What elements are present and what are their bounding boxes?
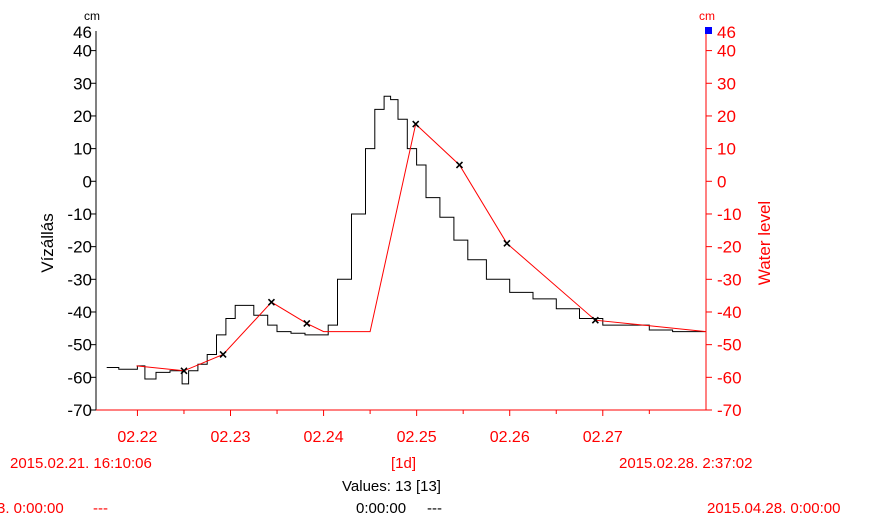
right-tick-label: 0 <box>717 172 726 191</box>
right-tick-label: -10 <box>717 205 742 224</box>
left-axis-unit: cm <box>84 9 100 23</box>
right-tick-label: 40 <box>717 42 736 61</box>
data-marker <box>267 298 276 306</box>
data-marker <box>180 367 188 375</box>
end-datetime: 2015.02.28. 2:37:02 <box>619 455 753 472</box>
data-marker <box>219 350 227 359</box>
marker-stroke <box>267 298 276 306</box>
right-tick-label: 10 <box>717 140 736 159</box>
left-tick-label: 0 <box>83 172 92 191</box>
series-indicator-square <box>705 27 712 34</box>
marker-stroke <box>455 161 464 169</box>
interval-label: [1d] <box>391 455 417 472</box>
left-tick-label: 10 <box>73 140 92 159</box>
data-marker <box>455 161 464 169</box>
x-tick-label: 02.25 <box>397 429 437 446</box>
marker-stroke <box>503 239 511 247</box>
left-tick-label: -30 <box>67 270 92 289</box>
left-tick-label: -50 <box>67 336 92 355</box>
right-tick-label: -20 <box>717 238 742 257</box>
data-marker <box>412 120 420 128</box>
marker-stroke <box>180 367 188 375</box>
left-tick-label: -40 <box>67 303 92 322</box>
x-tick-label: 02.27 <box>583 429 623 446</box>
right-axis-title: Water level <box>755 201 774 285</box>
right-tick-label: 20 <box>717 107 736 126</box>
left-tick-label: -10 <box>67 205 92 224</box>
data-marker <box>303 319 311 327</box>
series-line-black <box>106 95 706 385</box>
left-tick-label: -70 <box>67 401 92 420</box>
right-tick-label: -30 <box>717 270 742 289</box>
left-axis: 40 30 20 10 0 -10 -20 -30 -40 -50 -60 -70 46 <box>67 23 97 420</box>
left-bottom-dash: --- <box>93 500 108 517</box>
left-tick-label: 30 <box>73 74 92 93</box>
plot-area <box>106 95 707 385</box>
x-tick-label: 02.23 <box>210 429 250 446</box>
data-marker <box>503 239 511 247</box>
mid-time: 0:00:00 <box>356 500 407 517</box>
left-bottom-time: 3. 0:00:00 <box>0 500 64 517</box>
right-tick-label: -40 <box>717 303 742 322</box>
right-tick-label: 30 <box>717 74 736 93</box>
left-tick-label: -60 <box>67 368 92 387</box>
marker-stroke <box>303 319 311 327</box>
right-tick-label: -60 <box>717 368 742 387</box>
right-axis-unit: cm <box>699 9 715 23</box>
right-top-label: 46 <box>717 23 736 42</box>
left-tick-label: -20 <box>67 238 92 257</box>
x-tick-label: 02.24 <box>304 429 344 446</box>
right-axis: 40 30 20 10 0 -10 -20 -30 -40 -50 -60 -70 46 <box>705 23 742 420</box>
marker-stroke <box>412 120 420 128</box>
left-tick-label: 20 <box>73 107 92 126</box>
start-datetime: 2015.02.21. 16:10:06 <box>10 455 152 472</box>
x-axis: 02.22 02.23 02.24 02.25 02.26 02.27 <box>96 409 706 446</box>
left-axis-title: Vízállás <box>38 213 57 273</box>
marker-stroke <box>591 316 599 324</box>
values-count: Values: 13 [13] <box>342 478 441 495</box>
series-line-red <box>136 123 707 372</box>
marker-stroke <box>219 350 227 359</box>
left-tick-label: 40 <box>73 42 92 61</box>
x-tick-label: 02.26 <box>490 429 530 446</box>
right-tick-label: -50 <box>717 336 742 355</box>
right-tick-label: -70 <box>717 401 742 420</box>
right-bottom-time: 2015.04.28. 0:00:00 <box>707 500 841 517</box>
mid-dash: --- <box>427 500 442 517</box>
data-marker <box>591 316 599 324</box>
x-tick-label: 02.22 <box>117 429 157 446</box>
left-top-label: 46 <box>73 23 92 42</box>
